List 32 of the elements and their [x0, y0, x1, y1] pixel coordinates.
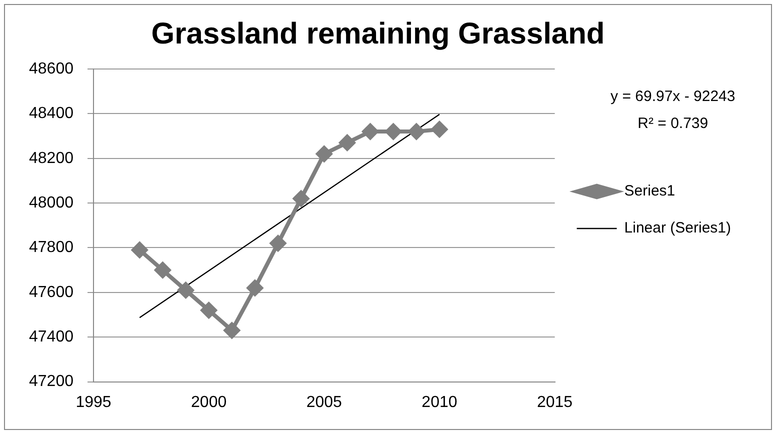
text: y = 69.97x - 92243 — [610, 88, 736, 105]
x-tick-label: 2005 — [306, 394, 342, 411]
point — [178, 282, 194, 298]
legend-label: Series1 — [624, 182, 676, 200]
point — [316, 146, 332, 162]
point — [224, 322, 240, 338]
y-tick-label: 47200 — [28, 373, 74, 390]
y-tick-label: 48400 — [28, 105, 74, 122]
point — [362, 124, 378, 140]
point — [270, 235, 286, 252]
point — [431, 121, 448, 138]
y-tick-label: 48200 — [28, 150, 74, 167]
y-tick-label: 47400 — [28, 328, 74, 346]
point — [246, 280, 263, 296]
x-tick-label: 2000 — [191, 394, 227, 411]
chart-title: Grassland remaining Grassland — [151, 17, 605, 50]
x-tick-label: 1995 — [76, 394, 112, 411]
point — [408, 124, 424, 140]
point — [339, 134, 356, 151]
x-tick-label: 2010 — [422, 394, 458, 411]
legend-label: Linear (Series1) — [624, 220, 732, 237]
point — [132, 242, 148, 258]
y-tick-label: 48600 — [28, 60, 74, 78]
point — [385, 124, 402, 140]
point — [293, 190, 310, 207]
y-tick-label: 47600 — [28, 284, 74, 301]
point — [200, 302, 217, 318]
text: R² = 0.739 — [638, 115, 708, 132]
x-tick-label: 2015 — [536, 394, 573, 411]
y-tick-label: 47800 — [28, 239, 74, 256]
point — [154, 262, 171, 278]
y-tick-label: 48000 — [28, 194, 74, 212]
